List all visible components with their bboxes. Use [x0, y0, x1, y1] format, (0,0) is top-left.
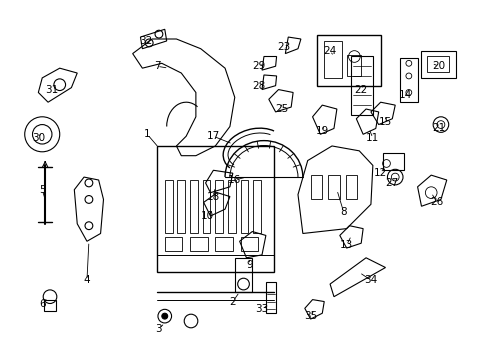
Bar — [265, 282, 275, 313]
Bar — [240, 180, 248, 234]
Bar — [399, 58, 417, 102]
Bar — [240, 237, 258, 251]
Text: 34: 34 — [364, 275, 377, 285]
Text: 21: 21 — [431, 123, 445, 134]
Bar — [317, 35, 380, 86]
Text: 28: 28 — [252, 81, 265, 91]
Text: 29: 29 — [252, 61, 265, 71]
Text: 25: 25 — [274, 104, 287, 114]
Text: 32: 32 — [139, 36, 152, 46]
Text: 17: 17 — [206, 131, 220, 141]
Text: 15: 15 — [378, 117, 391, 127]
Bar — [177, 180, 185, 234]
Text: 11: 11 — [366, 133, 379, 143]
Bar — [215, 180, 223, 234]
Bar — [234, 258, 252, 292]
Text: 31: 31 — [45, 85, 59, 95]
Text: 7: 7 — [153, 61, 160, 71]
Bar — [310, 175, 322, 199]
Bar — [327, 175, 339, 199]
Text: 9: 9 — [245, 260, 252, 270]
Bar — [157, 146, 273, 273]
Text: 1: 1 — [143, 129, 150, 139]
Bar — [253, 180, 261, 234]
Text: 18: 18 — [206, 192, 220, 202]
Text: 30: 30 — [32, 133, 45, 143]
Text: 8: 8 — [340, 207, 346, 217]
Text: 14: 14 — [398, 90, 411, 100]
Text: 3: 3 — [155, 324, 162, 334]
Text: 4: 4 — [83, 275, 90, 285]
Bar — [164, 180, 172, 234]
Bar — [202, 180, 210, 234]
Text: 24: 24 — [323, 46, 336, 56]
Bar — [351, 57, 372, 115]
Text: 33: 33 — [255, 304, 268, 314]
Bar — [190, 180, 198, 234]
Bar — [346, 55, 361, 76]
Bar — [427, 57, 448, 72]
Bar — [190, 237, 207, 251]
Bar — [421, 51, 455, 78]
Text: 10: 10 — [201, 211, 214, 221]
Text: 2: 2 — [229, 297, 236, 307]
Bar — [324, 41, 341, 78]
Text: 19: 19 — [315, 126, 328, 136]
Text: 12: 12 — [373, 168, 386, 178]
Bar — [215, 237, 232, 251]
Text: 20: 20 — [431, 61, 445, 71]
Circle shape — [162, 313, 167, 319]
Bar — [164, 237, 182, 251]
Text: 35: 35 — [304, 311, 317, 321]
Bar — [227, 180, 235, 234]
Text: 6: 6 — [39, 298, 45, 309]
Text: 23: 23 — [276, 42, 289, 52]
Text: 13: 13 — [339, 240, 352, 250]
Text: 26: 26 — [429, 197, 443, 207]
Text: 27: 27 — [385, 178, 398, 188]
Bar — [345, 175, 357, 199]
Text: 16: 16 — [228, 175, 241, 185]
Text: 22: 22 — [354, 85, 367, 95]
Bar — [382, 153, 403, 170]
Bar — [44, 300, 56, 311]
Text: 5: 5 — [39, 185, 45, 195]
